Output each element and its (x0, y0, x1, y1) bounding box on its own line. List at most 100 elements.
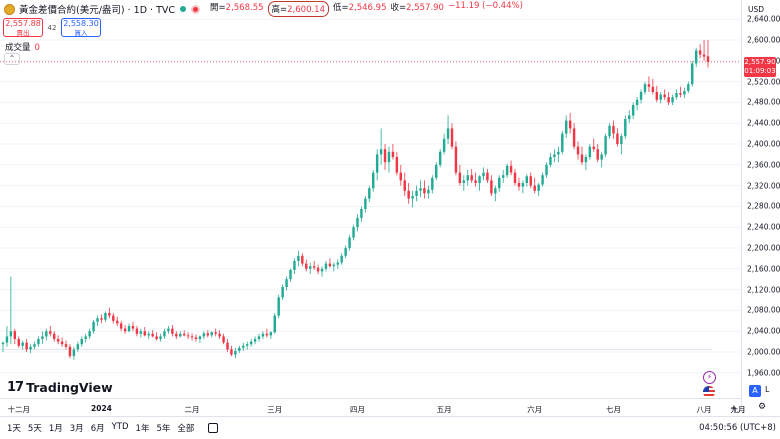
candle-body (659, 94, 662, 100)
spread-value: 42 (47, 23, 57, 32)
chevron-up-icon: ⌃ (8, 54, 16, 63)
candle-body (364, 198, 367, 209)
range-button[interactable]: 1年 (135, 424, 150, 434)
range-button[interactable]: 全部 (177, 424, 195, 434)
candle-body (431, 177, 434, 190)
candle-body (537, 184, 540, 191)
candle-body (352, 227, 355, 238)
volume-value: 0 (34, 43, 40, 53)
candle-body (194, 337, 198, 339)
candle-body (218, 333, 221, 337)
candle-body (588, 146, 592, 157)
lightning-icon[interactable]: ⚡ (703, 371, 716, 384)
candle-body (517, 183, 521, 187)
candle-body (72, 349, 76, 357)
tradingview-logo[interactable]: 17 TradingView (7, 380, 113, 395)
range-buttons: 1天 5天 1月 3月 6月 YTD 1年 5年 全部 (0, 422, 194, 434)
currency-label[interactable]: USD (748, 5, 765, 14)
range-button[interactable]: 5天 (27, 424, 42, 434)
candle-body (584, 157, 588, 163)
candle-body (80, 339, 83, 345)
candle-body (435, 164, 438, 178)
candle-body (88, 331, 91, 337)
bottom-toolbar: 1天 5天 1月 3月 6月 YTD 1年 5年 全部 04:50:56 (UTC+8) (0, 416, 780, 439)
x-tick-label: 六月 (527, 405, 543, 414)
candle-body (84, 336, 87, 339)
candle-body (289, 269, 292, 280)
sell-price: 2,557.88 (5, 19, 41, 28)
range-button[interactable]: 5年 (156, 424, 171, 434)
volume-legend[interactable]: 成交量 0 (5, 41, 40, 53)
log-scale-button[interactable]: L (765, 385, 770, 394)
y-tick-label: 2,200.00 (747, 243, 780, 253)
market-status-icon[interactable] (191, 4, 201, 14)
candle-body (115, 320, 119, 324)
candle-body (387, 151, 391, 163)
candle-body (509, 165, 513, 173)
us-flag-icon[interactable] (703, 386, 715, 398)
candle-body (151, 333, 154, 337)
tradingview-logo-icon: 17 (7, 380, 24, 395)
range-button[interactable]: 6月 (90, 424, 105, 434)
candle-body (119, 323, 123, 329)
trade-buttons: 2,557.88 賣出 42 2,558.30 買入 (3, 18, 101, 37)
candle-body (592, 146, 596, 150)
candle-body (64, 344, 68, 347)
candle-body (60, 341, 64, 345)
y-tick-label: 1,960.00 (747, 368, 780, 378)
range-button[interactable]: 1天 (7, 424, 21, 434)
candle-body (245, 344, 249, 346)
x-tick-label: 五月 (436, 405, 452, 414)
candle-body (513, 172, 517, 183)
candle-body (52, 333, 56, 339)
high-readout: 高=2,600.14 (267, 1, 329, 17)
candle-body (285, 279, 288, 287)
candle-body (100, 318, 103, 320)
candle-body (210, 332, 213, 336)
candle-body (474, 180, 477, 183)
candle-body (293, 261, 296, 270)
candle-body (529, 176, 532, 186)
candle-body (423, 188, 426, 194)
candle-body (171, 328, 174, 334)
candle-body (675, 93, 678, 98)
range-button[interactable]: YTD (111, 422, 129, 432)
current-price-badge: 2,557.90 01:09:03 (744, 56, 776, 77)
buy-button[interactable]: 2,558.30 買入 (61, 18, 101, 37)
candle-body (604, 136, 607, 155)
candle-body (332, 264, 336, 267)
symbol-title[interactable]: 黃金差價合約(美元/盎司) · 1D · TVC (19, 5, 176, 16)
auto-scale-button[interactable]: A (749, 385, 761, 397)
candle-body (1, 342, 5, 345)
close-value: 2,557.90 (406, 3, 444, 13)
calendar-icon[interactable] (208, 423, 219, 433)
candle-body (549, 157, 552, 165)
candle-body (265, 333, 269, 336)
y-tick-label: 2,240.00 (747, 222, 780, 232)
range-button[interactable]: 3月 (69, 424, 84, 434)
candle-body (143, 331, 147, 336)
candle-body (379, 149, 383, 155)
candle-body (301, 255, 304, 264)
candle-body (596, 149, 599, 160)
candle-body (37, 339, 40, 345)
candle-body (454, 146, 458, 173)
candle-body (344, 248, 347, 256)
candle-body (312, 266, 316, 268)
clock[interactable]: 04:50:56 (UTC+8) (699, 423, 776, 433)
candle-body (269, 332, 273, 336)
candle-body (446, 128, 450, 139)
candle-body (135, 328, 139, 334)
candle-body (639, 92, 643, 100)
collapse-legend-button[interactable]: ⌃ (4, 53, 20, 65)
candle-body (179, 333, 182, 337)
candle-body (316, 267, 320, 272)
gear-icon[interactable]: ⚙ (758, 402, 767, 412)
candle-body (557, 151, 560, 155)
high-value: 2,600.14 (287, 5, 325, 15)
range-button[interactable]: 1月 (48, 424, 63, 434)
sell-button[interactable]: 2,557.88 賣出 (3, 18, 43, 37)
x-tick-label: 九月 (730, 405, 746, 414)
